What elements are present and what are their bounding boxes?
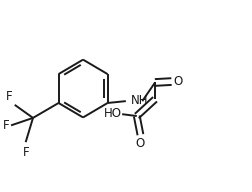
Text: F: F	[6, 90, 13, 103]
Text: NH: NH	[131, 94, 149, 107]
Text: HO: HO	[104, 107, 122, 120]
Text: F: F	[22, 146, 29, 159]
Text: F: F	[3, 119, 9, 132]
Text: O: O	[136, 137, 145, 151]
Text: O: O	[173, 75, 182, 88]
